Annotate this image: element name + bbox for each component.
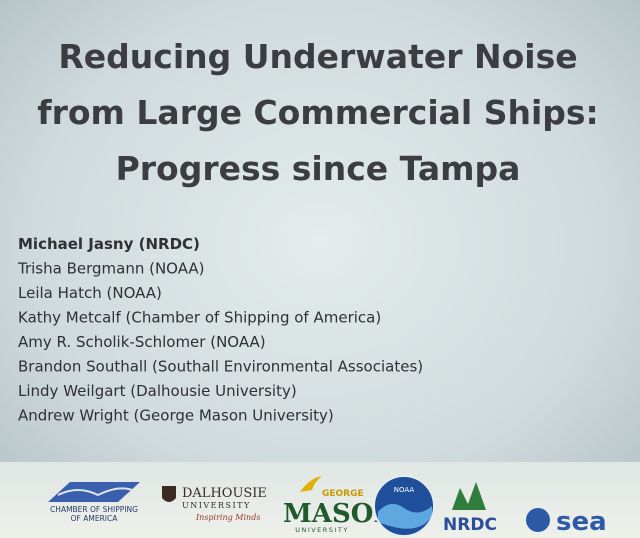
sea-mark: [526, 508, 550, 532]
sea-text: sea: [556, 507, 607, 537]
author-list: Michael Jasny (NRDC) Trisha Bergmann (NOA…: [17, 235, 423, 425]
chamber-mark: [48, 482, 140, 502]
author: Lindy Weilgart (Dalhousie University): [18, 382, 297, 400]
nrdc-text: NRDC: [443, 515, 497, 535]
author: Michael Jasny (NRDC): [18, 235, 200, 253]
title-line: from Large Commercial Ships:: [37, 93, 599, 132]
mason-text: UNIVERSITY: [295, 526, 349, 534]
author: Trisha Bergmann (NOAA): [17, 260, 205, 278]
author: Amy R. Scholik-Schlomer (NOAA): [18, 333, 266, 351]
dalhousie-crest: [162, 486, 176, 502]
noaa-logo: NOAA: [373, 475, 435, 537]
title-line: Progress since Tampa: [116, 149, 521, 188]
noaa-ring: [373, 475, 435, 537]
dalhousie-text: UNIVERSITY: [182, 501, 251, 510]
noaa-wave: [378, 503, 432, 529]
dalhousie-tagline: Inspiring Minds: [195, 513, 260, 522]
title: Reducing Underwater Noise from Large Comm…: [37, 37, 599, 188]
nrdc-mark: [452, 482, 486, 510]
chamber-text: CHAMBER OF SHIPPING: [50, 505, 138, 514]
noaa-text: NOAA: [394, 486, 415, 494]
author: Kathy Metcalf (Chamber of Shipping of Am…: [18, 309, 381, 327]
author: Leila Hatch (NOAA): [18, 284, 162, 302]
mason-flame: [300, 476, 322, 492]
chamber-waves: [57, 487, 133, 497]
sea-logo: sea: [526, 507, 607, 537]
title-line: Reducing Underwater Noise: [58, 37, 577, 76]
mason-text: GEORGE: [322, 489, 364, 499]
dalhousie-logo: DALHOUSIE UNIVERSITY Inspiring Minds: [162, 486, 267, 522]
nrdc-logo: NRDC: [443, 482, 497, 535]
author: Andrew Wright (George Mason University): [18, 407, 334, 425]
chamber-text: OF AMERICA: [71, 514, 119, 523]
author: Brandon Southall (Southall Environmental…: [18, 358, 423, 376]
chamber-logo: CHAMBER OF SHIPPING OF AMERICA: [48, 482, 140, 523]
dalhousie-text: DALHOUSIE: [182, 486, 267, 501]
